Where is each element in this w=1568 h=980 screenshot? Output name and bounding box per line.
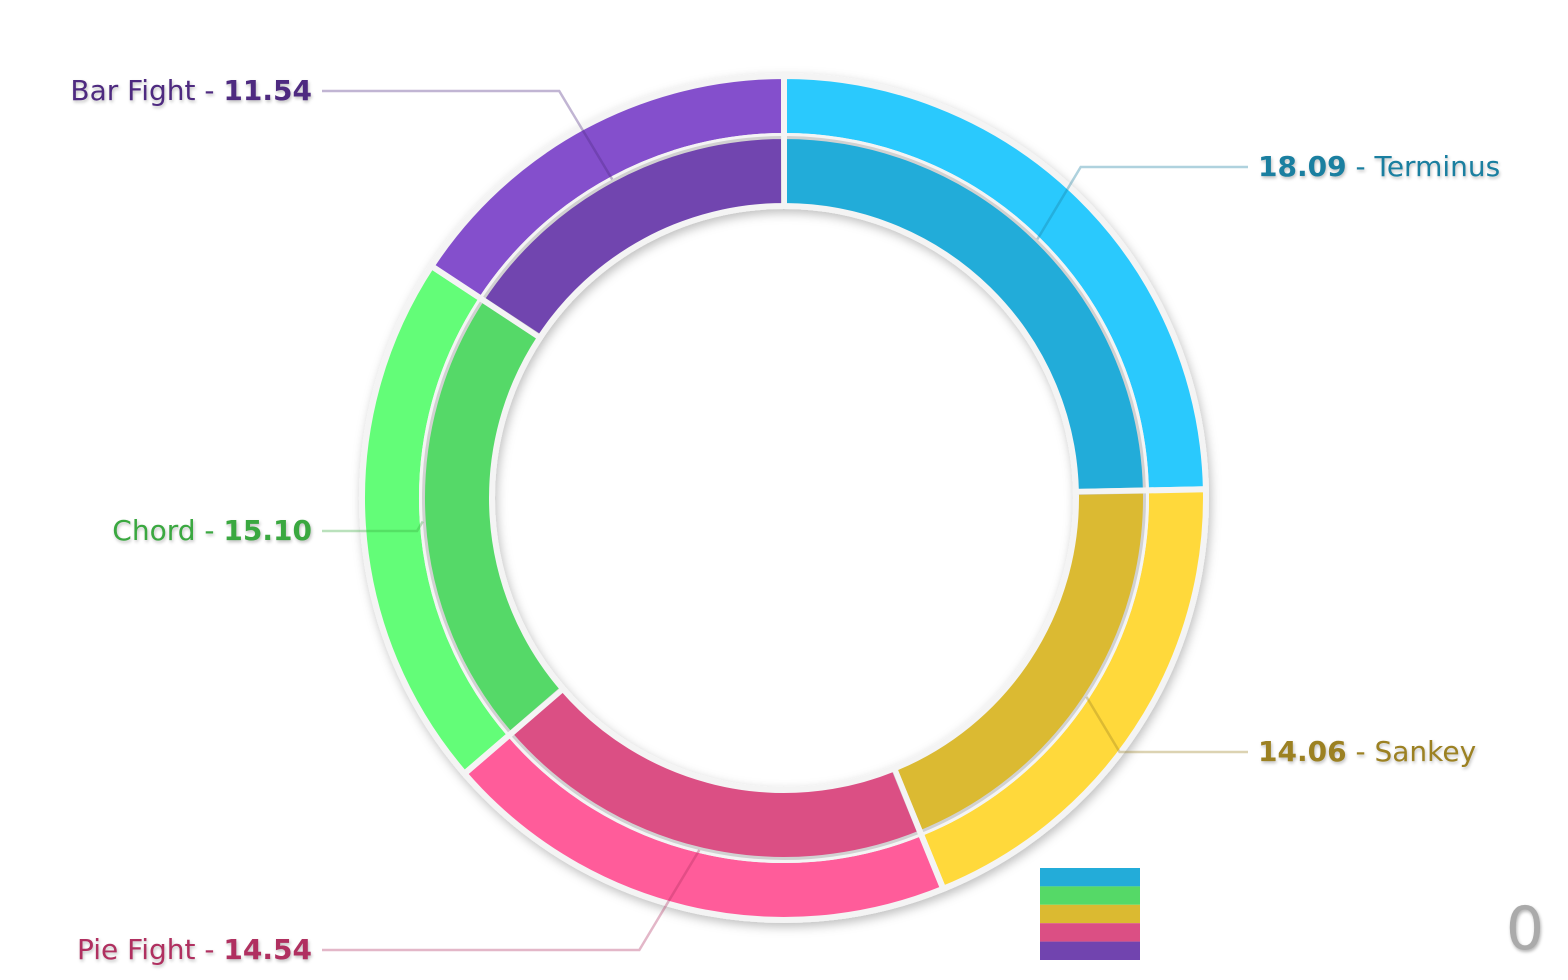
slice-inner-shade bbox=[483, 136, 782, 334]
corner-annotation: 0 bbox=[1505, 894, 1544, 964]
slice-inner-shade bbox=[422, 301, 560, 733]
separator bbox=[196, 933, 224, 966]
slice bbox=[781, 72, 1209, 495]
leader-line bbox=[322, 89, 614, 180]
swatch-shade bbox=[1040, 868, 1140, 887]
slice bbox=[890, 486, 1209, 893]
category-label: Chord bbox=[112, 514, 196, 547]
value-label: 15.10 bbox=[223, 514, 312, 547]
leader-line bbox=[322, 520, 424, 533]
value-label: 11.54 bbox=[223, 74, 312, 107]
color-swatch bbox=[1040, 868, 1140, 960]
donut bbox=[359, 72, 1209, 923]
slice-inner-shade bbox=[897, 493, 1147, 833]
category-label: Bar Fight bbox=[70, 74, 196, 107]
swatch-stripe bbox=[1040, 886, 1140, 905]
separator bbox=[1347, 735, 1375, 768]
slice bbox=[359, 261, 568, 778]
swatch-stripe bbox=[1040, 941, 1140, 960]
slice-label: 14.06 Sankey bbox=[1258, 734, 1476, 770]
swatch-shade bbox=[1040, 886, 1140, 905]
swatch-stripe bbox=[1040, 923, 1140, 942]
slice-label: Bar Fight 11.54 bbox=[70, 73, 312, 109]
leader-line bbox=[1036, 165, 1248, 241]
slice-inner-shade bbox=[511, 692, 918, 860]
leader-line bbox=[322, 849, 701, 952]
separator bbox=[1347, 150, 1375, 183]
separator bbox=[196, 514, 224, 547]
slice-label: 18.09 Terminus bbox=[1258, 149, 1500, 185]
separator bbox=[196, 74, 224, 107]
leader-lines bbox=[322, 89, 1248, 952]
value-label: 14.54 bbox=[223, 933, 312, 966]
swatch-stripe bbox=[1040, 904, 1140, 924]
value-label: 18.09 bbox=[1258, 150, 1347, 183]
slice-inner-shade bbox=[786, 136, 1146, 490]
slice bbox=[427, 72, 787, 342]
slice bbox=[460, 684, 948, 923]
value-label: 14.06 bbox=[1258, 735, 1347, 768]
leader-line bbox=[1085, 696, 1248, 754]
category-label: Terminus bbox=[1374, 150, 1501, 183]
slice-label: Chord 15.10 bbox=[112, 513, 312, 549]
category-label: Sankey bbox=[1374, 735, 1477, 768]
category-label: Pie Fight bbox=[76, 933, 196, 966]
swatch-shade bbox=[1040, 923, 1140, 942]
slice-label: Pie Fight 14.54 bbox=[77, 932, 312, 968]
swatch-stripe bbox=[1040, 868, 1140, 887]
swatch-shade bbox=[1040, 941, 1140, 960]
swatch-shade bbox=[1040, 904, 1140, 924]
